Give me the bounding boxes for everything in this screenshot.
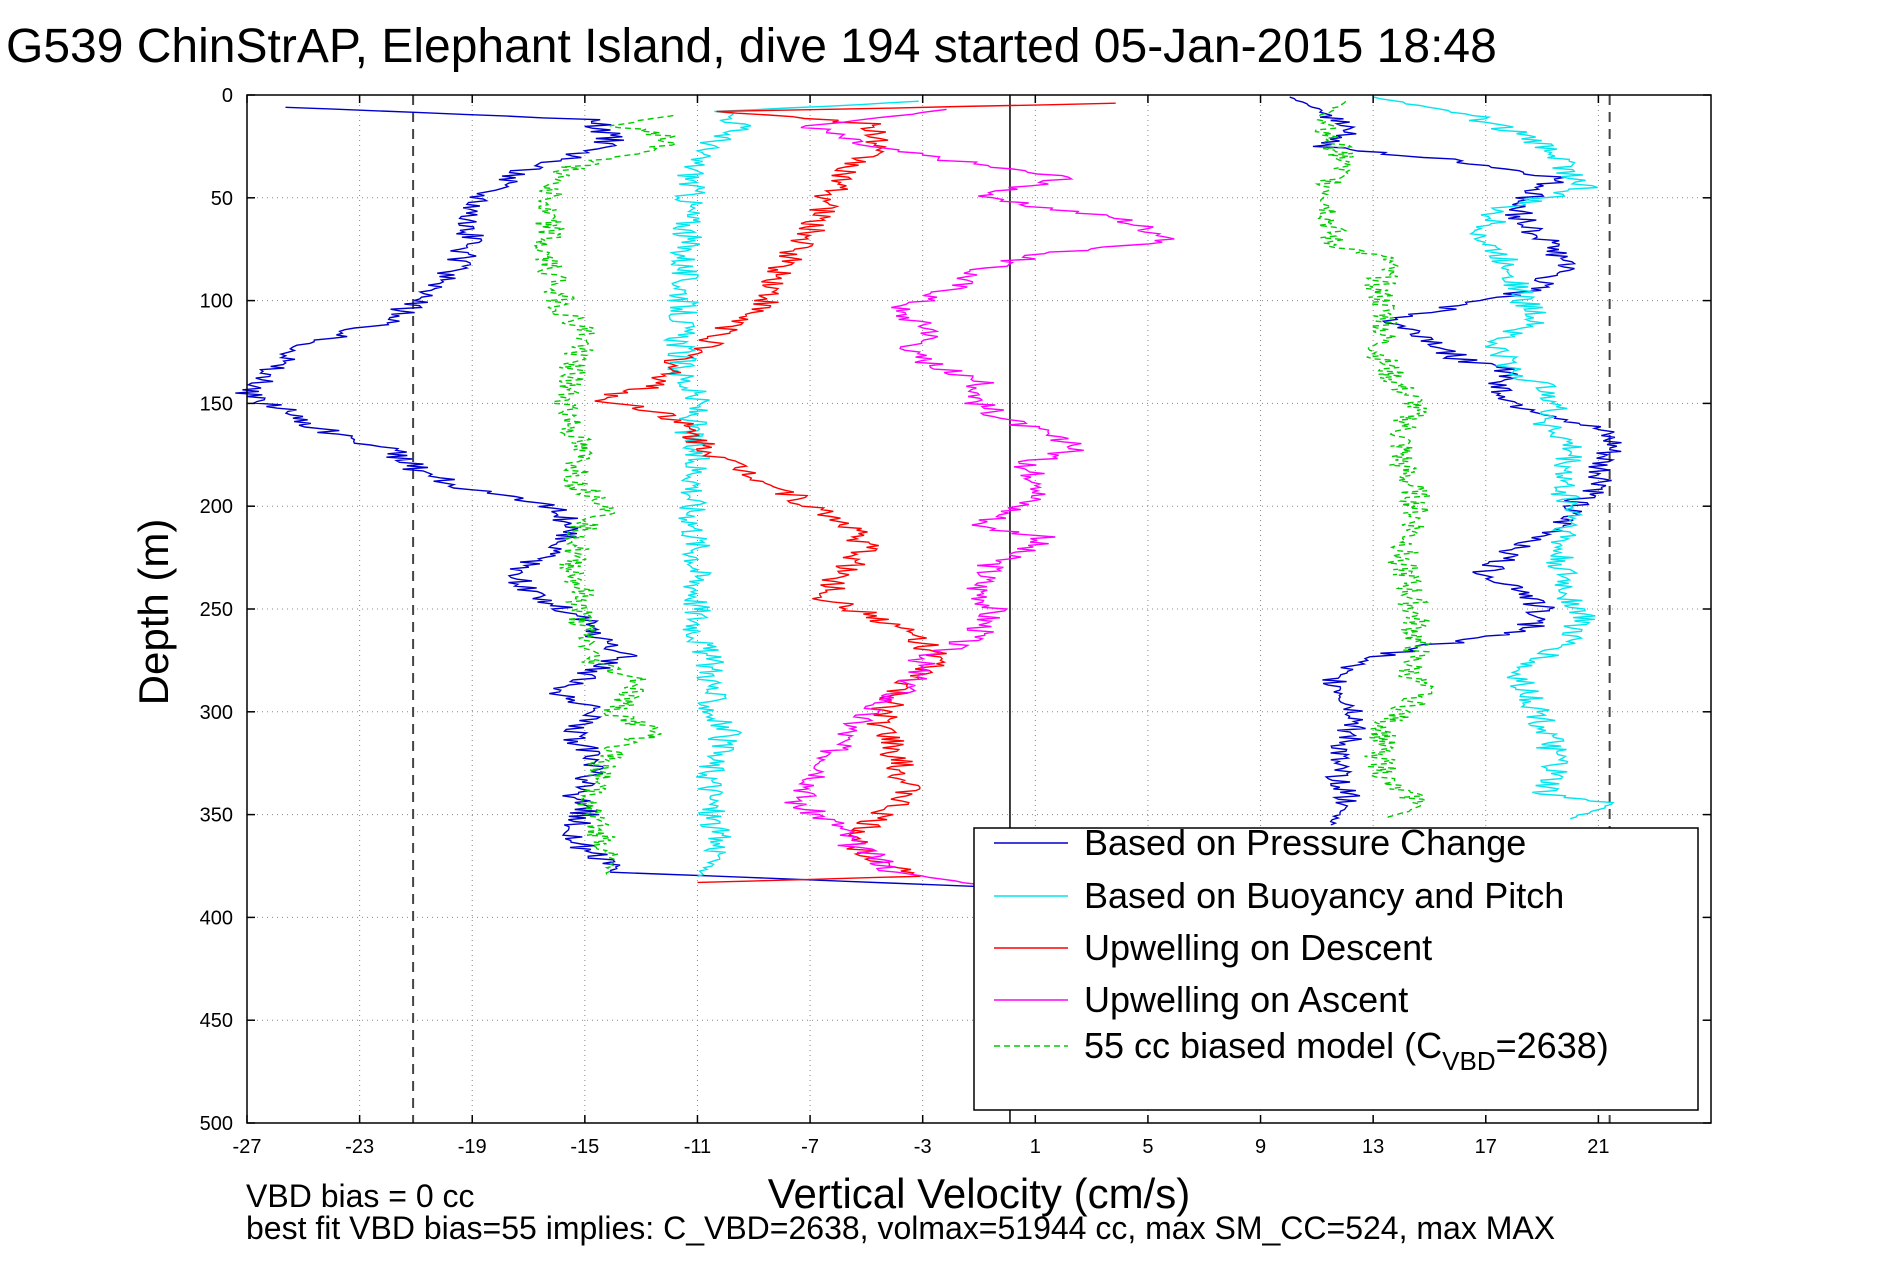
descent-series-line-upwelling-on-ascent	[784, 108, 1175, 886]
y-tick-label: 400	[200, 907, 233, 929]
y-tick-label: 250	[200, 599, 233, 621]
legend-entry-label: Upwelling on Ascent	[1084, 979, 1408, 1020]
x-tick-label: 9	[1255, 1136, 1266, 1158]
descent-series-line-upwelling-on-descent	[594, 102, 1116, 884]
descent-series-line-55-cc-biased-model-c-vbd-2638	[532, 114, 679, 877]
x-tick-label: -19	[458, 1136, 487, 1158]
descent-series-line-based-on-pressure-change	[235, 106, 980, 888]
y-axis-label: Depth (m)	[130, 519, 177, 706]
ascent-series-line-55-cc-biased-model-c-vbd-2638	[1314, 100, 1435, 820]
x-tick-label: 21	[1587, 1136, 1609, 1158]
x-tick-label: -7	[801, 1136, 819, 1158]
legend: Based on Pressure Change Based on Buoyanc…	[973, 822, 1699, 1111]
legend-entry-label: Based on Pressure Change	[1084, 822, 1526, 863]
footer-vbd-bias: VBD bias = 0 cc	[246, 1178, 475, 1214]
x-tick-label: -27	[233, 1136, 262, 1158]
footer-best-fit: best fit VBD bias=55 implies: C_VBD=2638…	[246, 1210, 1555, 1246]
x-tick-label: 13	[1362, 1136, 1384, 1158]
legend-box	[973, 827, 1699, 1111]
y-tick-label: 450	[200, 1010, 233, 1032]
x-axis-ticks: -27 -23 -19 -15 -11 -7 -3 1 5 9 13 17 21	[233, 95, 1610, 1158]
x-tick-label: 5	[1142, 1136, 1153, 1158]
y-tick-label: 50	[211, 188, 233, 210]
y-tick-label: 500	[200, 1113, 233, 1135]
x-tick-label: -15	[570, 1136, 599, 1158]
x-tick-label: -3	[914, 1136, 932, 1158]
y-tick-label: 350	[200, 805, 233, 827]
x-axis-label: Vertical Velocity (cm/s)	[768, 1170, 1190, 1217]
x-tick-label: 1	[1030, 1136, 1041, 1158]
legend-entry-label: 55 cc biased model (CVBD=2638)	[1084, 1025, 1609, 1076]
y-tick-label: 200	[200, 496, 233, 518]
ascent-series-line-based-on-pressure-change	[1289, 96, 1622, 826]
x-tick-label: 17	[1475, 1136, 1497, 1158]
descent-series-line-based-on-buoyancy-and-pitch	[662, 100, 919, 877]
chart-title: G539 ChinStrAP, Elephant Island, dive 19…	[6, 20, 1497, 73]
x-tick-label: -23	[345, 1136, 374, 1158]
y-axis-ticks: 0 50 100 150 200 250 300 350 400 450 500	[200, 85, 1711, 1135]
legend-entry-label: Upwelling on Descent	[1084, 927, 1432, 968]
y-tick-label: 0	[222, 85, 233, 107]
y-tick-label: 300	[200, 702, 233, 724]
y-tick-label: 150	[200, 393, 233, 415]
series-layer	[235, 96, 1622, 888]
y-tick-label: 100	[200, 291, 233, 313]
ascent-series-line-based-on-buoyancy-and-pitch	[1373, 96, 1615, 820]
legend-entry-label: Based on Buoyancy and Pitch	[1084, 875, 1564, 916]
x-tick-label: -11	[684, 1136, 711, 1158]
